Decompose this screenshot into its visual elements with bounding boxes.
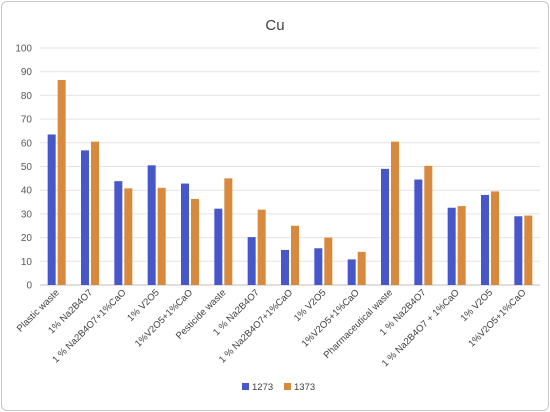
bar-1373-15 (524, 215, 533, 285)
bar-1273-12 (414, 179, 423, 285)
bar-1373-12 (424, 165, 433, 285)
bar-1373-1 (57, 79, 66, 286)
y-tick-label: 90 (21, 67, 33, 78)
legend-label: 1273 (252, 382, 273, 393)
y-tick-label: 80 (21, 91, 33, 102)
y-tick-label: 40 (21, 186, 33, 197)
y-tick-label: 60 (21, 138, 33, 149)
x-category-label: 1%V2O5+1%CaO (133, 287, 195, 349)
legend-swatch-1273 (242, 383, 249, 390)
legend-swatch-1373 (284, 383, 291, 390)
bar-1373-14 (491, 191, 499, 285)
legend-label: 1373 (294, 382, 315, 393)
y-axis-tick-labels: 0 10 20 30 40 50 60 70 80 90 100 (15, 44, 32, 292)
bar-1273-9 (314, 248, 323, 285)
bar-1273-2 (81, 150, 89, 285)
x-category-label: 1%V2O5+1%CaO (466, 287, 528, 349)
bar-1373-2 (91, 141, 99, 285)
bar-1273-5 (181, 183, 189, 285)
bar-1373-9 (324, 237, 333, 285)
bar-1273-1 (47, 134, 56, 285)
bar-1373-10 (357, 251, 366, 285)
y-tick-label: 100 (15, 44, 32, 55)
bar-1273-3 (114, 181, 123, 285)
bar-1373-7 (257, 209, 266, 285)
gridlines (40, 47, 540, 286)
bar-1373-6 (224, 178, 233, 285)
bar-1373-3 (124, 188, 133, 285)
bar-1273-4 (147, 165, 156, 285)
chart-title: Cu (265, 17, 284, 34)
bar-1273-13 (447, 207, 456, 285)
y-tick-label: 70 (21, 115, 33, 126)
legend: 1273 1373 (242, 382, 315, 393)
y-tick-label: 0 (26, 281, 32, 292)
bar-1373-13 (457, 206, 466, 285)
bar-1373-4 (157, 187, 166, 285)
bar-1273-15 (514, 216, 523, 285)
bars (47, 79, 533, 286)
bar-1373-5 (191, 198, 199, 285)
bar-1273-6 (214, 208, 223, 285)
bar-1273-8 (281, 249, 289, 285)
x-category-label: 1%V2O5+1%CaO (300, 287, 362, 349)
bar-1273-7 (247, 237, 256, 285)
y-tick-label: 30 (21, 209, 33, 220)
bar-1273-11 (381, 168, 389, 285)
bar-1373-8 (291, 225, 299, 285)
bar-1273-14 (481, 194, 489, 285)
bar-1273-10 (347, 259, 356, 285)
y-tick-label: 20 (21, 233, 33, 244)
y-tick-label: 10 (21, 257, 33, 268)
y-tick-label: 50 (21, 162, 33, 173)
bar-1373-11 (391, 141, 399, 285)
